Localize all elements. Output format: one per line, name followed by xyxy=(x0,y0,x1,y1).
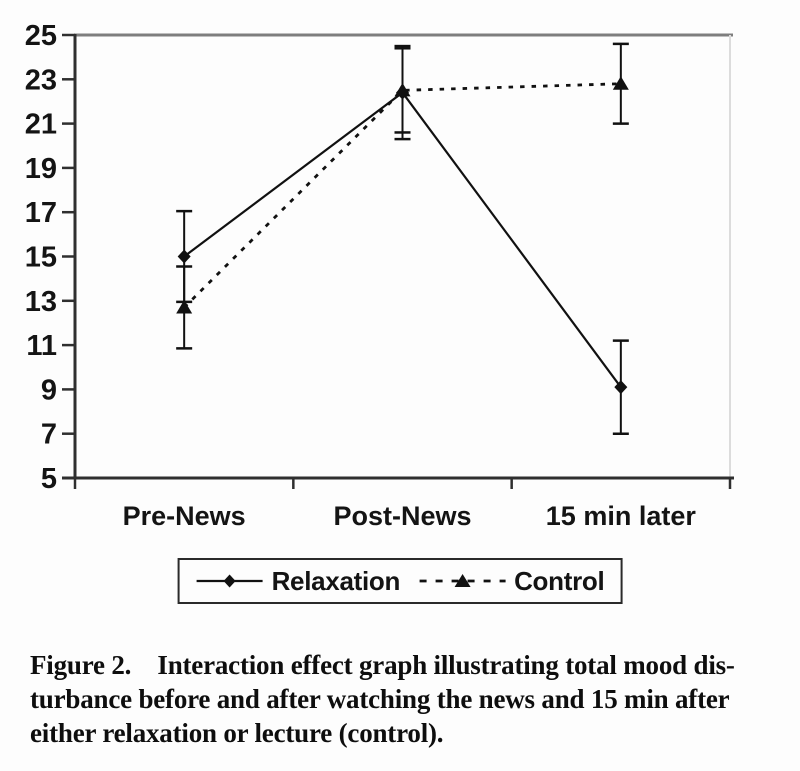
x-axis-label: 15 min later xyxy=(546,501,697,531)
y-tick-label: 21 xyxy=(25,109,57,141)
legend-item-control: Control xyxy=(418,566,605,596)
triangle-marker-icon xyxy=(454,574,471,587)
control-line-sample-icon xyxy=(419,574,506,587)
caption-line-2: turbance before and after watching the n… xyxy=(30,684,730,714)
diamond-marker-icon xyxy=(223,574,236,588)
caption-line-1: Figure 2. Interaction effect graph illus… xyxy=(30,650,735,680)
data-point-marker-diamond xyxy=(177,249,191,264)
legend-label-control: Control xyxy=(514,566,605,596)
y-tick-label: 15 xyxy=(25,242,57,274)
caption-line-3: either relaxation or lecture (control). xyxy=(30,718,444,748)
x-axis-label: Pre-News xyxy=(123,501,246,531)
data-point-marker-triangle xyxy=(394,82,411,97)
data-point-marker-triangle xyxy=(612,76,629,90)
y-tick-label: 9 xyxy=(41,374,57,406)
figure-caption: Figure 2. Interaction effect graph illus… xyxy=(30,648,778,750)
y-tick-label: 5 xyxy=(41,463,57,495)
chart-legend: Relaxation Control xyxy=(177,558,623,604)
y-tick-label: 19 xyxy=(25,153,57,185)
y-tick-label: 13 xyxy=(25,286,57,318)
data-point-marker-triangle xyxy=(176,299,193,314)
legend-item-relaxation: Relaxation xyxy=(196,566,401,596)
y-tick-label: 23 xyxy=(25,64,57,96)
relaxation-line-sample-icon xyxy=(196,574,263,588)
y-tick-label: 11 xyxy=(26,330,57,362)
x-axis-label: Post-News xyxy=(333,501,471,531)
legend-label-relaxation: Relaxation xyxy=(271,566,401,596)
mood-disturbance-chart: 5 7 9 11 13 15 17 19 21 23 25 Pre-News Post-News 15 m… xyxy=(25,20,734,531)
y-tick-label: 17 xyxy=(25,197,57,229)
data-point-marker-diamond xyxy=(614,380,628,395)
y-tick-label: 7 xyxy=(41,419,57,451)
y-tick-label: 25 xyxy=(25,20,57,52)
